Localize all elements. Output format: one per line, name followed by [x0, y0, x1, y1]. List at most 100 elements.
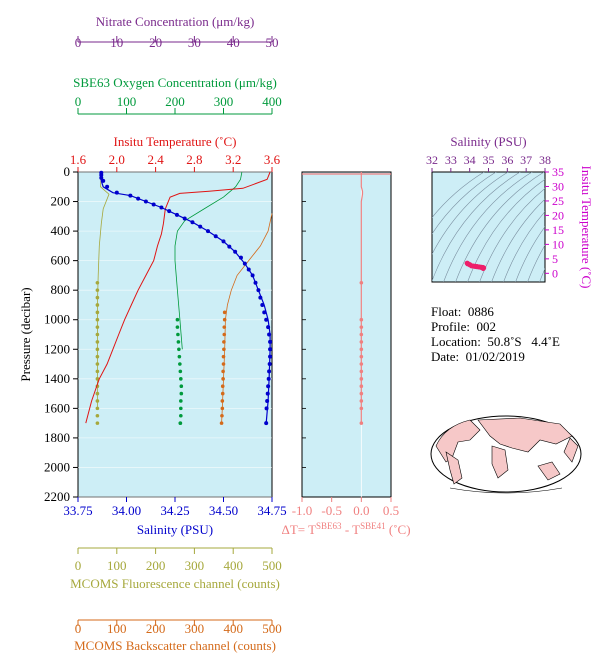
delta-t-point: [359, 406, 364, 411]
pressure-tick-label: 0: [64, 164, 71, 179]
salinity-point: [246, 267, 251, 272]
oxygen-point: [179, 406, 183, 411]
temperature-tick-label: 1.6: [70, 152, 87, 167]
delta-t-tick-label: -0.5: [321, 503, 342, 518]
ts-contour-line: [503, 211, 545, 282]
fluorescence-point: [95, 332, 100, 337]
oxygen-point: [178, 362, 182, 366]
nitrate-axis-tick-label: 40: [227, 35, 240, 50]
salinity-point: [264, 317, 269, 322]
fluorescence-axis-title: MCOMS Fluorescence channel (counts): [70, 576, 280, 591]
ts-contour-line: [467, 179, 545, 282]
salinity-point: [253, 280, 258, 285]
backscatter-axis-tick-label: 0: [75, 621, 82, 636]
oxygen-axis-title: SBE63 Oxygen Concentration (μm/kg): [73, 75, 277, 90]
backscatter-point: [220, 384, 225, 389]
fluorescence-point: [95, 303, 100, 307]
salinity-point: [268, 347, 273, 352]
delta-t-point: [359, 354, 364, 359]
salinity-point: [221, 239, 226, 244]
salinity-point: [256, 288, 261, 293]
delta-t-point: [359, 362, 364, 366]
fluorescence-point: [95, 295, 100, 300]
delta-t-point: [359, 347, 364, 352]
ts-contour-line: [455, 172, 545, 282]
salinity-point: [265, 391, 270, 396]
oxygen-point: [179, 384, 184, 389]
salinity-point: [264, 406, 269, 411]
salinity-tick-label: 33.75: [63, 503, 92, 518]
delta-t-title-sup: SBE41: [360, 521, 386, 531]
fluorescence-point: [95, 347, 100, 352]
salinity-axis: 33.75 34.00 34.25 34.50 34.75 Salinity (PSU): [63, 497, 287, 537]
nitrate-axis-title: Nitrate Concentration (μm/kg): [96, 14, 255, 29]
backscatter-axis-tick-label: 200: [146, 621, 166, 636]
profile-number: Profile: 002: [431, 319, 496, 334]
ts-contour-line: [527, 244, 545, 282]
ts-y-tick-label: 15: [552, 223, 564, 237]
oxygen-point: [179, 391, 184, 396]
oxygen-point: [177, 354, 182, 359]
fluorescence-point: [95, 391, 100, 396]
temperature-axis-title: Insitu Temperature (˚C): [113, 134, 236, 149]
delta-t-title-part: (˚C): [386, 522, 411, 537]
salinity-point: [143, 199, 148, 204]
fluorescence-point: [95, 354, 100, 359]
delta-t-point: [359, 280, 364, 285]
salinity-point: [198, 224, 203, 229]
salinity-tick-label: 34.50: [209, 503, 238, 518]
oxygen-point: [177, 347, 181, 352]
backscatter-axis-tick-label: 300: [185, 621, 205, 636]
salinity-point: [213, 234, 218, 239]
backscatter-point: [222, 340, 226, 344]
pressure-axis-title: Pressure (decibar): [18, 287, 33, 381]
oxygen-axis-tick-label: 0: [75, 94, 82, 109]
salinity-tick-label: 34.25: [160, 503, 189, 518]
pressure-tick-label: 800: [51, 282, 71, 297]
salinity-point: [242, 261, 247, 266]
temperature-tick-label: 2.4: [147, 152, 164, 167]
salinity-point: [266, 384, 271, 389]
salinity-point: [268, 339, 273, 344]
ts-y-tick-label: 25: [552, 194, 564, 208]
salinity-point: [190, 220, 195, 225]
delta-t-title-sup: SBE63: [316, 521, 342, 531]
ts-contour-line: [491, 198, 545, 282]
ts-y-tick-label: 20: [552, 208, 564, 222]
ts-diagram: 32 33 34 35 36 37 38 Salinity (PSU) 051015202530…: [426, 134, 594, 289]
oxygen-point: [175, 317, 180, 322]
oxygen-axis-tick-label: 300: [214, 94, 234, 109]
ts-plot-area: [431, 171, 546, 283]
ts-contour-line: [515, 226, 545, 282]
delta-t-layer: -1.0 -0.5 0.0 0.5 ΔT= TSBE63 - TSBE41 (˚C): [281, 171, 411, 537]
ts-contour-line: [432, 172, 497, 235]
fluorescence-point: [95, 377, 100, 381]
backscatter-axis: 0 100 200 300 400 500 MCOMS Backscatter channe…: [74, 619, 282, 653]
ts-contour-line: [443, 172, 533, 282]
fluorescence-axis-tick-label: 500: [262, 558, 282, 573]
pressure-tick-label: 1800: [44, 430, 70, 445]
fluorescence-point: [95, 325, 100, 329]
ts-y-tick-label: 0: [552, 266, 558, 280]
salinity-point: [250, 273, 255, 278]
ts-y-tick-label: 5: [552, 252, 558, 266]
delta-t-tick-label: 0.0: [353, 503, 369, 518]
salinity-point: [268, 354, 273, 359]
salinity-point: [260, 302, 265, 307]
ts-contour-line: [539, 267, 545, 282]
salinity-point: [267, 332, 272, 337]
delta-t-point: [359, 340, 364, 344]
salinity-point: [267, 369, 272, 374]
fluorescence-point: [95, 317, 100, 322]
backscatter-point: [220, 406, 225, 411]
main-series-layer: [85, 170, 273, 426]
pressure-tick-label: 200: [51, 194, 71, 209]
salinity-point: [151, 202, 156, 207]
oxygen-axis-tick-label: 100: [117, 94, 137, 109]
ts-x-tick-label: 38: [539, 153, 551, 167]
fluorescence-axis-tick-label: 300: [185, 558, 205, 573]
oxygen-point: [175, 325, 180, 329]
fluorescence-point: [95, 421, 100, 425]
salinity-tick-label: 34.75: [257, 503, 286, 518]
